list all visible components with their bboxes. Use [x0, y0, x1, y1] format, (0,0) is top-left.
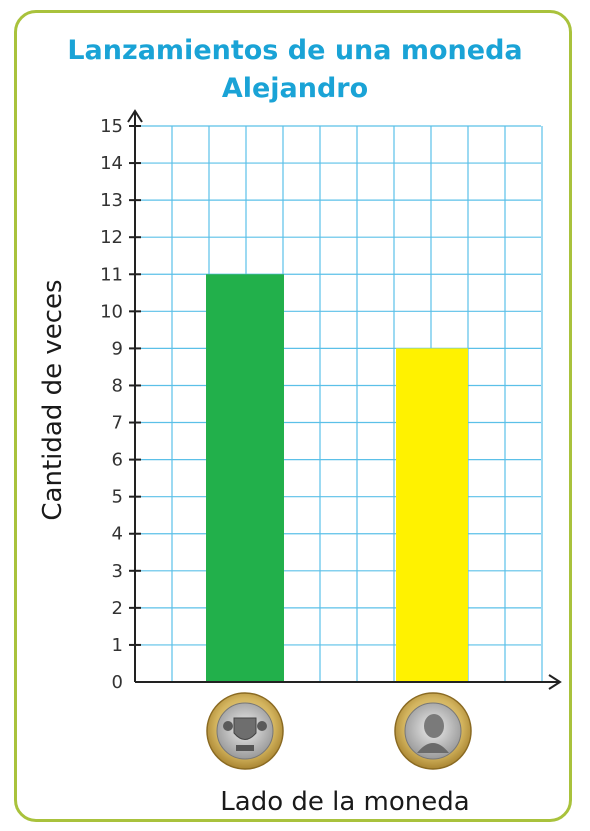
chart-title: Lanzamientos de una moneda: [67, 35, 523, 66]
chart-card: [14, 10, 572, 822]
y-tick-label: 1: [112, 635, 123, 656]
category-icons: [206, 692, 472, 770]
y-axis-arrow: [127, 109, 143, 123]
y-tick-label: 0: [112, 672, 123, 693]
y-tick-label: 3: [112, 561, 123, 582]
coin-heads-icon: [206, 692, 284, 770]
bars: [206, 274, 468, 682]
y-tick-label: 7: [112, 413, 123, 434]
axes: [127, 109, 562, 690]
y-tick-label: 12: [100, 227, 123, 248]
x-axis-arrow: [548, 674, 562, 690]
y-tick-label: 14: [100, 153, 123, 174]
y-tick-label: 11: [100, 264, 123, 285]
bar: [396, 348, 468, 682]
y-tick-label: 6: [112, 450, 123, 471]
y-tick-label: 10: [100, 301, 123, 322]
y-tick-label: 8: [112, 375, 123, 396]
bar: [206, 274, 284, 682]
x-axis-label: Lado de la moneda: [220, 787, 470, 817]
chart-subtitle: Alejandro: [221, 73, 369, 104]
y-tick-label: 13: [100, 190, 123, 211]
y-tick-label: 4: [112, 524, 123, 545]
coin-tails-icon: [394, 692, 472, 770]
y-tick-label: 15: [100, 116, 123, 137]
y-tick-label: 2: [112, 598, 123, 619]
y-tick-label: 5: [112, 487, 123, 508]
grid: [135, 125, 543, 682]
y-tick-label: 9: [112, 338, 123, 359]
